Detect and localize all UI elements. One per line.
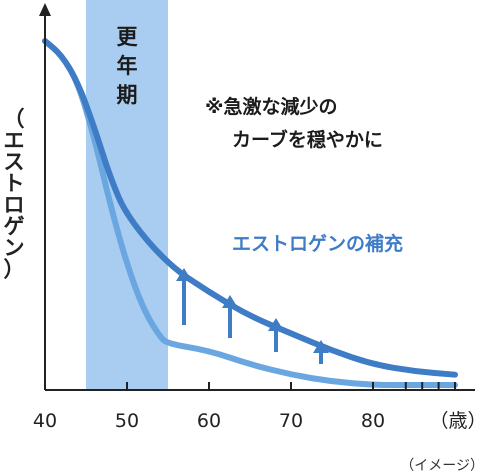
y-axis-arrowhead (39, 3, 51, 16)
x-tick-label: 80 (361, 410, 385, 432)
x-tick-group: 40 50 60 70 80 (33, 382, 456, 432)
x-tick-label: 40 (33, 410, 57, 432)
up-arrow-icon (176, 268, 192, 325)
image-note: （イメージ） (400, 458, 484, 474)
arrow-group (176, 268, 329, 364)
x-axis-label: （歳） (429, 410, 486, 432)
x-tick-label: 70 (279, 410, 303, 432)
x-tick-label: 60 (197, 410, 221, 432)
annotation-line-2: カーブを穏やかに (232, 128, 383, 151)
series-label-supplement: エストロゲンの補充 (232, 232, 403, 255)
y-axis-label: （エストロゲン） (4, 107, 25, 282)
up-arrow-icon (222, 295, 238, 338)
annotation-line-1: ※急激な減少の (205, 95, 337, 118)
menopause-band-label: 更年期 (117, 25, 139, 107)
up-arrow-icon (313, 340, 329, 364)
x-tick-label: 50 (115, 410, 139, 432)
up-arrow-icon (268, 318, 284, 352)
